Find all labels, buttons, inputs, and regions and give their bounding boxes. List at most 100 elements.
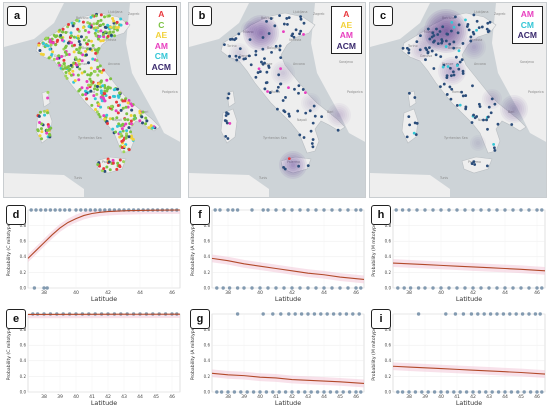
sample-point	[36, 129, 40, 133]
sample-point	[97, 102, 101, 106]
map-place-label: Roma	[452, 90, 461, 94]
data-point	[312, 312, 317, 316]
sample-point	[121, 129, 125, 133]
sample-point	[92, 26, 96, 30]
data-point	[511, 286, 515, 290]
data-point	[538, 312, 542, 316]
sample-point	[83, 28, 87, 32]
data-point	[495, 208, 499, 212]
data-point	[328, 390, 333, 394]
sample-point	[461, 72, 465, 75]
data-point	[423, 286, 427, 290]
legend-entry: A	[158, 9, 165, 19]
data-point	[341, 390, 345, 394]
sample-point	[93, 69, 97, 73]
map-place-label: Ancona	[293, 62, 305, 66]
sample-point	[455, 64, 459, 67]
data-point	[219, 390, 224, 394]
data-point	[245, 390, 249, 394]
sample-point	[126, 101, 130, 105]
sample-point	[62, 58, 66, 62]
sample-point	[439, 55, 443, 59]
sample-point	[149, 124, 153, 128]
data-point	[107, 208, 112, 212]
map-place-label: Genova	[420, 54, 432, 58]
sample-point	[493, 148, 497, 152]
legend-a: A C AE AM CM ACM	[145, 6, 177, 75]
sicily-land	[280, 156, 312, 174]
sample-point	[486, 21, 490, 25]
sample-point	[112, 19, 116, 23]
sample-point	[122, 160, 126, 164]
data-point	[226, 208, 230, 212]
x-tick-label: 44	[502, 394, 508, 400]
sample-point	[274, 44, 278, 48]
data-point	[242, 286, 246, 290]
legend-entry: AM	[339, 30, 353, 40]
data-point	[221, 286, 225, 290]
sample-point	[254, 49, 258, 53]
density-blob	[287, 159, 299, 171]
sample-point	[115, 116, 119, 120]
data-point	[444, 312, 448, 316]
sample-point	[91, 44, 95, 48]
data-point	[533, 312, 538, 316]
sample-point	[61, 30, 65, 34]
sample-point	[78, 43, 82, 47]
data-point	[299, 312, 304, 316]
sample-point	[95, 110, 99, 114]
sample-point	[424, 46, 428, 50]
x-tick-label: 39	[241, 394, 247, 400]
sample-point	[116, 94, 120, 98]
sample-point	[296, 109, 300, 113]
italy-land	[220, 12, 346, 154]
sample-point	[116, 25, 120, 29]
sample-point	[84, 53, 88, 57]
corsica-land	[407, 90, 417, 108]
sample-point	[38, 134, 42, 138]
data-point	[67, 208, 72, 212]
sample-point	[94, 14, 98, 18]
sample-point	[96, 162, 100, 166]
data-point	[458, 390, 462, 394]
map-place-label: Ljubljana	[108, 10, 122, 14]
data-point	[282, 208, 286, 212]
map-place-label: Bolzano	[76, 16, 89, 20]
sample-point	[407, 115, 411, 119]
sample-point	[224, 134, 228, 138]
sample-point	[72, 61, 76, 65]
sample-point	[73, 79, 77, 83]
sample-point	[119, 23, 123, 27]
x-tick-label: 42	[289, 290, 295, 296]
map-place-label: Tunis	[73, 176, 82, 180]
sample-point	[109, 33, 113, 37]
sample-point	[487, 105, 491, 109]
data-point	[396, 390, 400, 394]
sample-point	[263, 57, 266, 61]
density-blob	[331, 107, 347, 123]
sample-point	[430, 49, 434, 53]
legend-entry: ACM	[517, 30, 537, 40]
density-blob	[285, 157, 301, 173]
sample-point	[80, 59, 84, 63]
map-place-label: Bari	[327, 110, 333, 114]
chart-i-svg: 0.00.20.40.60.81.0383940414243444546Lati…	[371, 311, 546, 406]
sample-point	[48, 40, 52, 44]
sample-point	[102, 35, 106, 39]
x-tick-label: 45	[153, 394, 159, 400]
sample-point	[51, 50, 55, 54]
data-point	[346, 208, 350, 212]
sample-point	[111, 127, 115, 131]
sample-point	[92, 94, 96, 98]
sample-point	[99, 89, 103, 93]
density-blob	[291, 163, 295, 167]
sample-point	[114, 130, 118, 134]
sample-point	[93, 31, 97, 35]
sample-point	[87, 83, 91, 87]
x-axis-label: Latitude	[91, 399, 117, 406]
data-point	[277, 390, 281, 394]
sample-point	[265, 70, 269, 74]
y-tick-label: 0.4	[204, 254, 211, 259]
sample-point	[460, 58, 464, 62]
sample-point	[442, 82, 446, 86]
